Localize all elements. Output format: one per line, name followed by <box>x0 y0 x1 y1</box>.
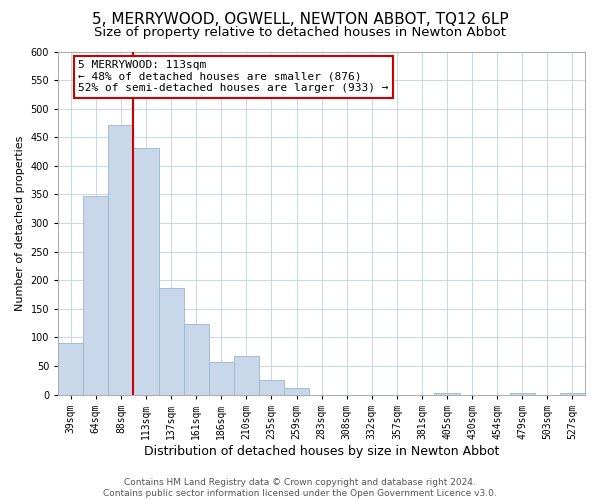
Bar <box>83 196 109 394</box>
Bar <box>434 393 460 394</box>
Text: Size of property relative to detached houses in Newton Abbot: Size of property relative to detached ho… <box>94 26 506 39</box>
Bar <box>109 124 133 394</box>
Bar <box>284 388 309 394</box>
Bar <box>259 380 284 394</box>
Bar <box>510 393 535 394</box>
Bar <box>234 356 259 395</box>
Bar <box>133 148 158 394</box>
Text: 5, MERRYWOOD, OGWELL, NEWTON ABBOT, TQ12 6LP: 5, MERRYWOOD, OGWELL, NEWTON ABBOT, TQ12… <box>92 12 508 28</box>
Text: 5 MERRYWOOD: 113sqm
← 48% of detached houses are smaller (876)
52% of semi-detac: 5 MERRYWOOD: 113sqm ← 48% of detached ho… <box>78 60 389 94</box>
X-axis label: Distribution of detached houses by size in Newton Abbot: Distribution of detached houses by size … <box>144 444 499 458</box>
Bar <box>184 324 209 394</box>
Text: Contains HM Land Registry data © Crown copyright and database right 2024.
Contai: Contains HM Land Registry data © Crown c… <box>103 478 497 498</box>
Y-axis label: Number of detached properties: Number of detached properties <box>15 136 25 311</box>
Bar <box>158 288 184 395</box>
Bar <box>209 362 234 394</box>
Bar <box>560 393 585 394</box>
Bar <box>58 343 83 394</box>
